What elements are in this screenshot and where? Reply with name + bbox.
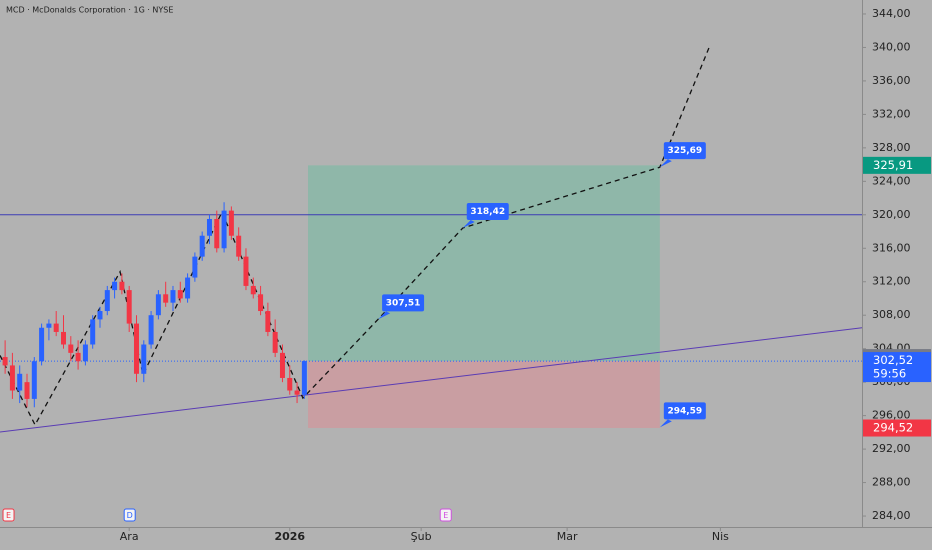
annotation-box (466, 203, 509, 221)
y-tick-label: 344,00 (872, 7, 911, 20)
annotation: 318,42 (462, 203, 509, 229)
candle-body (185, 277, 191, 299)
y-tick-label: 308,00 (872, 308, 911, 321)
candle-body (24, 382, 30, 399)
candle-body (119, 281, 125, 291)
event-marker (123, 508, 136, 522)
annotation: 325,69 (659, 142, 706, 168)
y-tick-label: 340,00 (872, 40, 911, 53)
candle-body (301, 361, 307, 395)
price-tag (863, 419, 931, 437)
candle-body (279, 352, 285, 378)
annotation-pointer (378, 311, 391, 320)
candle-body (82, 344, 88, 362)
y-tick-label: 284,00 (872, 509, 911, 522)
candle-body (170, 290, 176, 303)
candle-body (236, 235, 242, 257)
x-tick-label: Ara (120, 530, 139, 543)
candle-body (221, 210, 227, 249)
x-tick-label: 2026 (274, 530, 305, 543)
candle-body (17, 373, 23, 391)
price-tag (863, 352, 931, 383)
annotation-pointer (462, 220, 475, 229)
candle-body (287, 377, 293, 391)
x-tick-label: Nis (712, 530, 729, 543)
y-tick-label: 288,00 (872, 476, 911, 489)
candle-body (126, 290, 132, 324)
candle-body (155, 294, 161, 316)
y-tick-label: 312,00 (872, 275, 911, 288)
annotation-label: 307,51 (386, 298, 421, 308)
candle-body (258, 294, 264, 312)
candle-body (2, 357, 8, 366)
annotation: 307,51 (378, 294, 425, 320)
candle-body (39, 327, 45, 362)
event-label: E (443, 511, 448, 520)
candle-body (97, 311, 103, 320)
y-tick-label: 336,00 (872, 74, 911, 87)
price-tag (863, 156, 931, 174)
profit-zone (308, 165, 660, 362)
candle-body (272, 331, 278, 353)
candle-body (46, 323, 52, 328)
annotation-box (663, 402, 706, 420)
candle-body (199, 235, 205, 257)
annotation-label: 294,59 (667, 406, 702, 416)
annotation-pointer (659, 159, 672, 168)
candle-body (206, 218, 212, 236)
y-tick-label: 296,00 (872, 409, 911, 422)
candle-body (228, 210, 234, 236)
candle-body (163, 294, 169, 303)
candle-body (294, 390, 300, 395)
candle-body (192, 256, 198, 278)
price-tag-label: 294,52 (873, 421, 913, 435)
annotation: 294,59 (659, 402, 706, 428)
y-tick-label: 332,00 (872, 107, 911, 120)
candle-body (112, 281, 118, 291)
candle-body (177, 290, 183, 299)
annotation-label: 318,42 (470, 207, 505, 217)
annotation-box (663, 142, 706, 160)
event-marker (2, 508, 15, 522)
annotation-box (382, 294, 425, 312)
candle-body (243, 256, 249, 286)
candle-body (9, 365, 15, 391)
candle-body (90, 319, 96, 345)
countdown: 59:56 (873, 367, 906, 381)
candle-body (31, 361, 37, 399)
y-tick-label: 328,00 (872, 141, 911, 154)
price-tag-label: 325,91 (873, 158, 913, 172)
trendline (0, 327, 863, 433)
candle-body (148, 315, 154, 345)
event-label: E (6, 511, 11, 520)
x-tick-label: Mar (557, 530, 578, 543)
y-tick-label: 320,00 (872, 208, 911, 221)
candle-body (265, 311, 271, 332)
y-tick-label: 292,00 (872, 442, 911, 455)
candle-body (250, 285, 256, 295)
y-tick-label: 324,00 (872, 174, 911, 187)
event-label: D (127, 511, 133, 520)
candle-body (53, 323, 59, 332)
annotation-pointer (659, 419, 672, 428)
candle-body (68, 344, 74, 353)
loss-zone (308, 361, 660, 429)
event-marker (439, 508, 452, 522)
x-tick-label: Şub (411, 530, 432, 543)
candle-body (214, 218, 220, 249)
y-tick-label: 316,00 (872, 241, 911, 254)
candle-body (61, 331, 67, 345)
chart-title: MCD · McDonalds Corporation · 1G · NYSE (6, 6, 173, 15)
candle-body (75, 352, 81, 362)
candle-body (141, 344, 147, 374)
annotation-label: 325,69 (667, 146, 702, 156)
candle-body (104, 290, 110, 312)
candle-body (133, 323, 139, 374)
price-tag-label: 302,52 (873, 353, 913, 367)
